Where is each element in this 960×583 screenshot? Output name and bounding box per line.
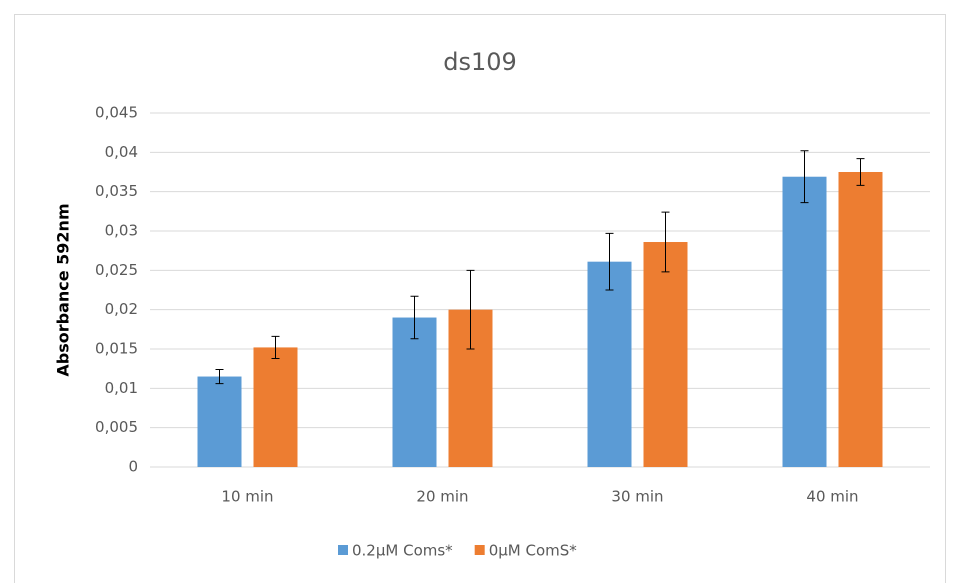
error-bar <box>856 158 865 186</box>
bar <box>587 261 632 467</box>
bar <box>643 242 688 467</box>
chart-title: ds109 <box>443 48 517 76</box>
bar <box>838 172 883 467</box>
y-tick-label: 0,035 <box>95 182 138 200</box>
y-tick-label: 0,025 <box>95 261 138 279</box>
error-bar <box>605 232 614 291</box>
bar <box>782 176 827 467</box>
x-tick-label: 40 min <box>806 488 858 506</box>
y-tick-label: 0,015 <box>95 340 138 358</box>
y-tick-label: 0,02 <box>105 300 138 318</box>
legend-label: 0.2µM Coms* <box>352 542 453 560</box>
y-tick-label: 0,04 <box>105 143 138 161</box>
error-bar <box>410 295 419 340</box>
x-tick-label: 10 min <box>221 488 273 506</box>
error-bar <box>466 269 475 350</box>
error-bar <box>800 150 809 204</box>
y-tick-label: 0 <box>128 458 138 476</box>
error-bar <box>215 368 224 385</box>
y-axis-label: Absorbance 592nm <box>54 203 73 376</box>
y-tick-label: 0,005 <box>95 418 138 436</box>
bar <box>253 347 298 467</box>
bar <box>197 376 242 467</box>
y-tick-label: 0,045 <box>95 104 138 122</box>
legend-swatch <box>474 545 485 555</box>
legend-label: 0µM ComS* <box>489 542 578 560</box>
bar <box>392 317 437 467</box>
x-tick-label: 30 min <box>611 488 663 506</box>
legend-swatch <box>338 545 348 555</box>
x-tick-label: 20 min <box>416 488 468 506</box>
y-tick-label: 0,03 <box>105 222 138 240</box>
error-bar <box>271 335 280 359</box>
error-bar <box>661 211 670 273</box>
y-tick-label: 0,01 <box>105 379 138 397</box>
